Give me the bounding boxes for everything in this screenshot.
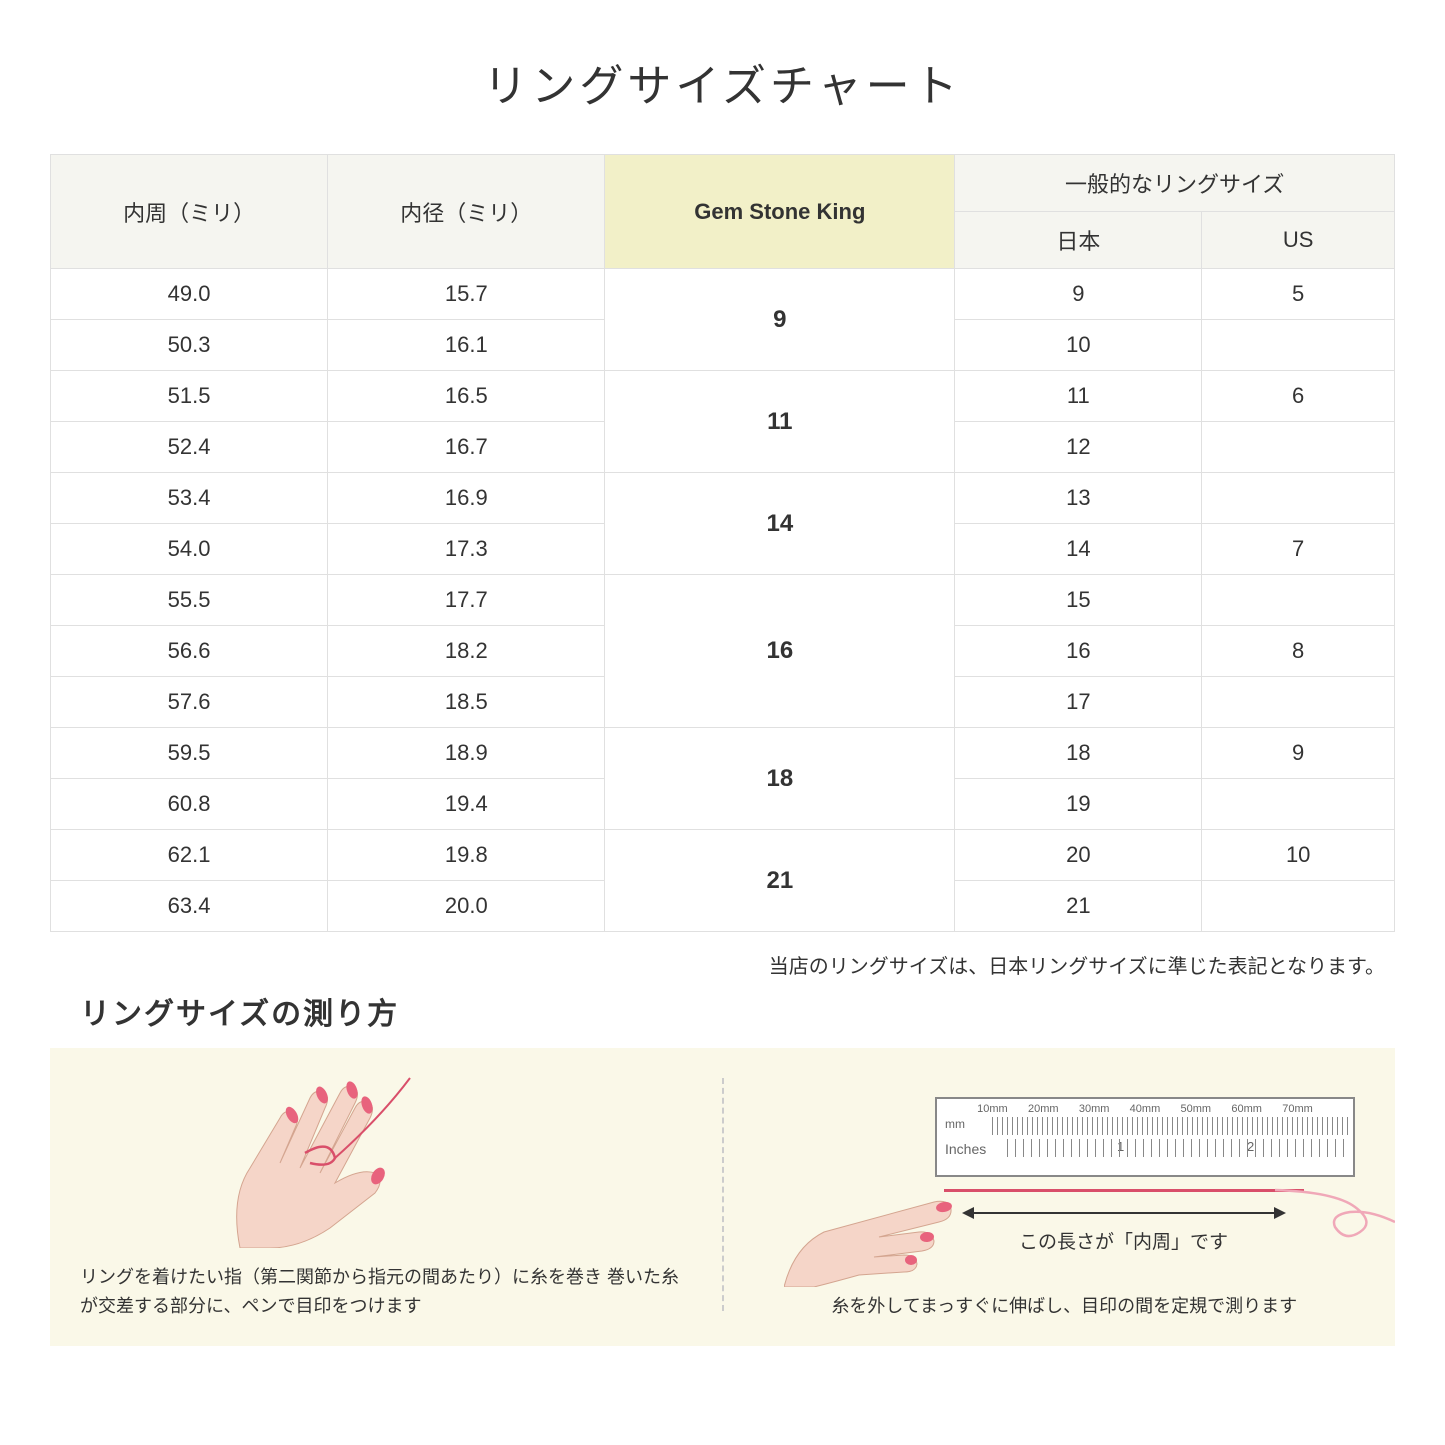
cell-circumference: 49.0: [51, 269, 328, 320]
col-diameter: 内径（ミリ）: [328, 155, 605, 269]
ruler-icon: 10mm20mm30mm40mm50mm60mm70mm mm Inches 1…: [935, 1097, 1355, 1177]
cell-circumference: 51.5: [51, 371, 328, 422]
hand-icon: [200, 1068, 460, 1248]
cell-japan: 14: [955, 524, 1202, 575]
cell-japan: 16: [955, 626, 1202, 677]
cell-us: [1202, 575, 1395, 626]
divider: [722, 1078, 724, 1311]
cell-us: 10: [1202, 830, 1395, 881]
cell-gsk: 11: [605, 371, 955, 473]
table-row: 55.517.71615: [51, 575, 1395, 626]
cell-japan: 15: [955, 575, 1202, 626]
size-chart-table: 内周（ミリ） 内径（ミリ） Gem Stone King 一般的なリングサイズ …: [50, 154, 1395, 932]
ruler-tick-label: 40mm: [1130, 1103, 1161, 1115]
cell-japan: 19: [955, 779, 1202, 830]
note-text: 当店のリングサイズは、日本リングサイズに準じた表記となります。: [50, 950, 1385, 979]
col-japan: 日本: [955, 212, 1202, 269]
ruler-illustration: 10mm20mm30mm40mm50mm60mm70mm mm Inches 1…: [764, 1097, 1366, 1277]
cell-circumference: 59.5: [51, 728, 328, 779]
ruler-tick-label: 50mm: [1181, 1103, 1212, 1115]
cell-us: 7: [1202, 524, 1395, 575]
hand-point-icon: [784, 1157, 984, 1287]
table-row: 59.518.918189: [51, 728, 1395, 779]
ruler-tick-label: 70mm: [1282, 1103, 1313, 1115]
cell-diameter: 16.9: [328, 473, 605, 524]
cell-us: 8: [1202, 626, 1395, 677]
cell-japan: 10: [955, 320, 1202, 371]
col-us: US: [1202, 212, 1395, 269]
cell-diameter: 16.5: [328, 371, 605, 422]
thread-line: [944, 1189, 1304, 1192]
thread-loop-icon: [1275, 1177, 1395, 1247]
cell-circumference: 63.4: [51, 881, 328, 932]
cell-japan: 13: [955, 473, 1202, 524]
cell-us: 5: [1202, 269, 1395, 320]
cell-japan: 18: [955, 728, 1202, 779]
howto-step-2: 10mm20mm30mm40mm50mm60mm70mm mm Inches 1…: [764, 1068, 1366, 1321]
howto-title: リングサイズの測り方: [80, 989, 1395, 1033]
cell-diameter: 17.7: [328, 575, 605, 626]
col-general: 一般的なリングサイズ: [955, 155, 1395, 212]
cell-us: 9: [1202, 728, 1395, 779]
cell-us: 6: [1202, 371, 1395, 422]
step1-caption: リングを着けたい指（第二関節から指元の間あたり）に糸を巻き 巻いた糸が交差する部…: [80, 1263, 682, 1321]
cell-diameter: 16.1: [328, 320, 605, 371]
cell-japan: 17: [955, 677, 1202, 728]
cell-us: [1202, 677, 1395, 728]
cell-circumference: 57.6: [51, 677, 328, 728]
cell-gsk: 21: [605, 830, 955, 932]
howto-step-1: リングを着けたい指（第二関節から指元の間あたり）に糸を巻き 巻いた糸が交差する部…: [80, 1068, 682, 1321]
cell-japan: 12: [955, 422, 1202, 473]
cell-us: [1202, 779, 1395, 830]
cell-japan: 20: [955, 830, 1202, 881]
measure-arrow: [964, 1212, 1284, 1214]
ruler-tick-label: 10mm: [977, 1103, 1008, 1115]
cell-gsk: 16: [605, 575, 955, 728]
cell-diameter: 18.5: [328, 677, 605, 728]
cell-circumference: 56.6: [51, 626, 328, 677]
ruler-tick-label: 30mm: [1079, 1103, 1110, 1115]
table-row: 49.015.7995: [51, 269, 1395, 320]
step2-caption: 糸を外してまっすぐに伸ばし、目印の間を定規で測ります: [764, 1292, 1366, 1321]
cell-us: [1202, 320, 1395, 371]
ruler-tick-label: 20mm: [1028, 1103, 1059, 1115]
arrow-label: この長さが「内周」です: [964, 1227, 1284, 1254]
cell-diameter: 18.9: [328, 728, 605, 779]
cell-diameter: 16.7: [328, 422, 605, 473]
col-circumference: 内周（ミリ）: [51, 155, 328, 269]
cell-diameter: 17.3: [328, 524, 605, 575]
cell-japan: 9: [955, 269, 1202, 320]
page-title: リングサイズチャート: [50, 50, 1395, 114]
table-row: 53.416.91413: [51, 473, 1395, 524]
cell-circumference: 52.4: [51, 422, 328, 473]
cell-japan: 21: [955, 881, 1202, 932]
howto-panel: リングを着けたい指（第二関節から指元の間あたり）に糸を巻き 巻いた糸が交差する部…: [50, 1048, 1395, 1346]
cell-japan: 11: [955, 371, 1202, 422]
cell-circumference: 50.3: [51, 320, 328, 371]
cell-diameter: 18.2: [328, 626, 605, 677]
cell-circumference: 54.0: [51, 524, 328, 575]
table-row: 62.119.8212010: [51, 830, 1395, 881]
table-row: 51.516.511116: [51, 371, 1395, 422]
cell-gsk: 18: [605, 728, 955, 830]
cell-circumference: 60.8: [51, 779, 328, 830]
ruler-tick-label: 60mm: [1231, 1103, 1262, 1115]
cell-circumference: 62.1: [51, 830, 328, 881]
cell-circumference: 53.4: [51, 473, 328, 524]
cell-us: [1202, 422, 1395, 473]
ruler-inches-label: Inches: [945, 1141, 986, 1157]
cell-us: [1202, 881, 1395, 932]
cell-us: [1202, 473, 1395, 524]
cell-gsk: 14: [605, 473, 955, 575]
col-gsk: Gem Stone King: [605, 155, 955, 269]
cell-circumference: 55.5: [51, 575, 328, 626]
ruler-mm-label: mm: [945, 1117, 965, 1131]
cell-diameter: 15.7: [328, 269, 605, 320]
hand-wrap-illustration: [80, 1068, 682, 1248]
cell-diameter: 19.8: [328, 830, 605, 881]
cell-diameter: 20.0: [328, 881, 605, 932]
cell-gsk: 9: [605, 269, 955, 371]
cell-diameter: 19.4: [328, 779, 605, 830]
